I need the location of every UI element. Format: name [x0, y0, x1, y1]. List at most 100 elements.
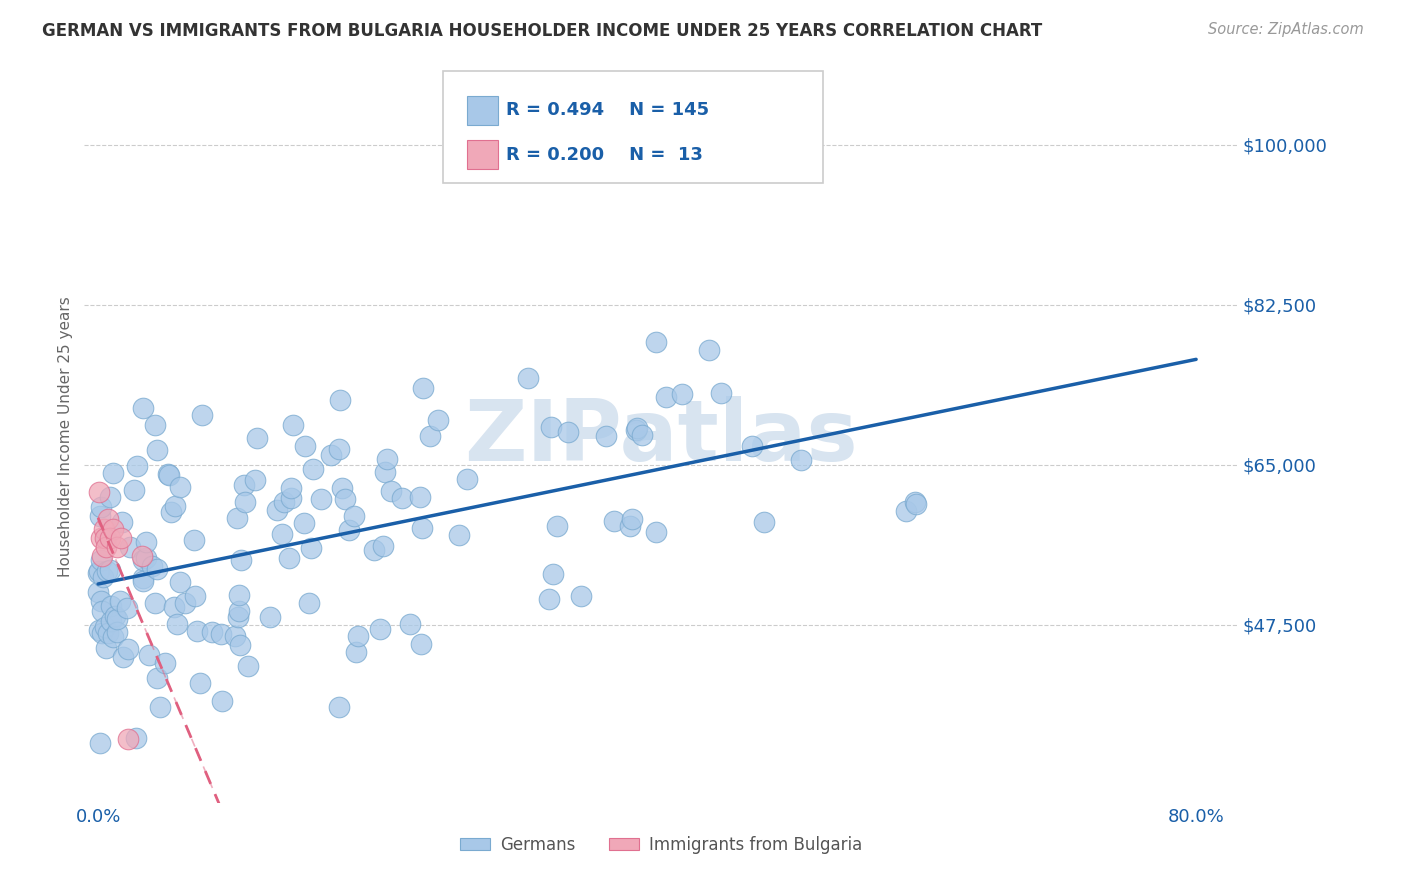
Point — [90, 500, 112, 514]
Point — [709, 385, 731, 400]
Point — [236, 659, 259, 673]
Point — [96, 564, 118, 578]
Point — [789, 452, 811, 467]
Point — [546, 519, 568, 533]
Point — [104, 609, 127, 624]
Point — [87, 584, 110, 599]
Point — [98, 563, 121, 577]
Point — [138, 648, 160, 662]
Point — [94, 531, 117, 545]
Point — [631, 428, 654, 442]
Point — [100, 614, 122, 628]
Point — [96, 540, 118, 554]
Point — [153, 656, 176, 670]
Point — [399, 616, 422, 631]
Point — [91, 626, 114, 640]
Point — [298, 596, 321, 610]
Point — [191, 408, 214, 422]
Point — [375, 451, 398, 466]
Point — [143, 417, 166, 432]
Point — [329, 393, 352, 408]
Point — [89, 509, 111, 524]
Point — [209, 627, 232, 641]
Point — [87, 623, 110, 637]
Text: GERMAN VS IMMIGRANTS FROM BULGARIA HOUSEHOLDER INCOME UNDER 25 YEARS CORRELATION: GERMAN VS IMMIGRANTS FROM BULGARIA HOUSE… — [42, 22, 1042, 40]
Point — [97, 626, 120, 640]
Point — [132, 574, 155, 588]
Point — [105, 625, 128, 640]
Point — [370, 622, 392, 636]
Point — [91, 549, 114, 563]
Point — [143, 596, 166, 610]
Point — [90, 594, 112, 608]
Point — [409, 490, 432, 504]
Point — [149, 699, 172, 714]
Point — [157, 467, 180, 482]
Point — [328, 700, 350, 714]
Text: R = 0.494    N = 145: R = 0.494 N = 145 — [506, 102, 709, 120]
Point — [671, 387, 693, 401]
Point — [183, 533, 205, 547]
Point — [294, 439, 316, 453]
Point — [228, 588, 250, 602]
Point — [233, 477, 256, 491]
Point — [273, 495, 295, 509]
Point — [644, 524, 666, 539]
Point — [87, 566, 110, 581]
Point — [752, 515, 775, 529]
Point — [111, 515, 134, 529]
Point — [344, 645, 367, 659]
Point — [108, 594, 131, 608]
Point — [337, 524, 360, 538]
Point — [603, 514, 626, 528]
Point — [302, 462, 325, 476]
Point — [93, 521, 115, 535]
Point — [226, 609, 249, 624]
Point — [115, 601, 138, 615]
Point — [186, 624, 208, 638]
Point — [697, 343, 720, 357]
Point — [557, 425, 579, 439]
Text: ZIPatlas: ZIPatlas — [464, 395, 858, 479]
Point — [211, 694, 233, 708]
Point — [309, 491, 332, 506]
Point — [543, 567, 565, 582]
Point — [117, 731, 139, 746]
Point — [619, 519, 641, 533]
Point — [333, 491, 356, 506]
Point — [411, 637, 433, 651]
Point — [620, 512, 643, 526]
Point — [904, 494, 927, 508]
Point — [132, 571, 155, 585]
Point — [281, 418, 304, 433]
Point — [280, 491, 302, 505]
Point — [363, 543, 385, 558]
Point — [299, 541, 322, 556]
Point — [201, 625, 224, 640]
Point — [157, 467, 180, 482]
Point — [292, 516, 315, 530]
Point — [97, 512, 120, 526]
Point — [89, 736, 111, 750]
Point — [391, 491, 413, 506]
Point — [117, 641, 139, 656]
Point — [135, 534, 157, 549]
Point — [231, 553, 253, 567]
Point — [259, 610, 281, 624]
Point — [330, 482, 353, 496]
Point — [90, 531, 112, 545]
Point — [328, 442, 350, 456]
Point — [595, 429, 617, 443]
Point — [91, 604, 114, 618]
Point — [243, 473, 266, 487]
Point — [145, 671, 167, 685]
Point — [125, 459, 148, 474]
Point — [101, 630, 124, 644]
Point — [163, 600, 186, 615]
Point — [89, 484, 111, 499]
Legend: Germans, Immigrants from Bulgaria: Germans, Immigrants from Bulgaria — [453, 829, 869, 860]
Point — [419, 429, 441, 443]
Point — [100, 599, 122, 614]
Point — [188, 675, 211, 690]
Point — [118, 540, 141, 554]
